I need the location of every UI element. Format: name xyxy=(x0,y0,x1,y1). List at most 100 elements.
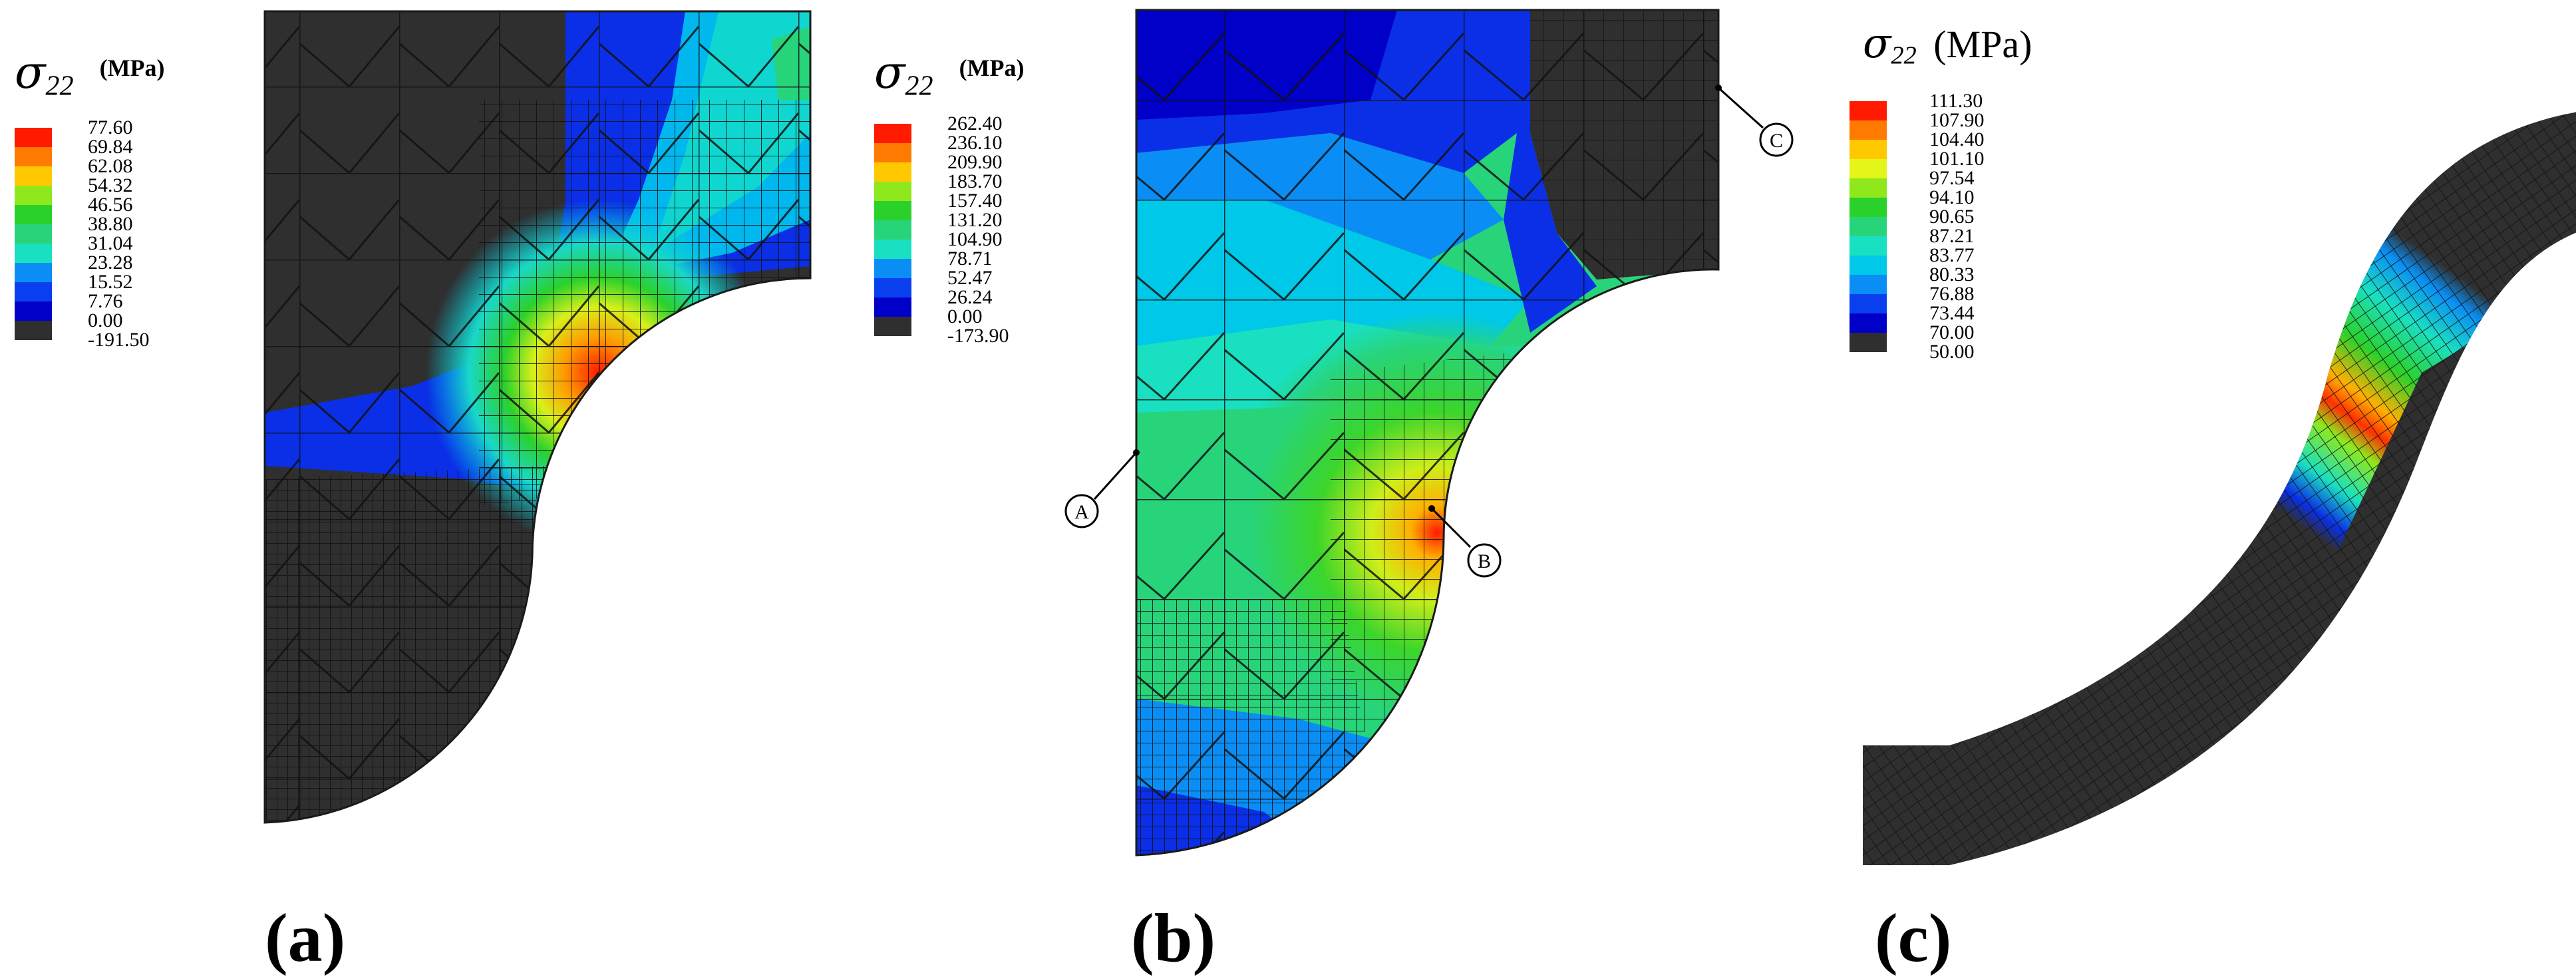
fe-contour-c xyxy=(1863,27,2576,865)
tick-label: 97.54 xyxy=(1929,167,1975,189)
tick-label: 262.40 xyxy=(947,112,1003,134)
colorbar-band xyxy=(1850,217,1887,236)
legend-c-symbol: σ xyxy=(1863,19,1891,67)
colorbar-band xyxy=(1850,256,1887,275)
tick-label: 90.65 xyxy=(1929,206,1975,228)
colorbar-band xyxy=(874,220,911,240)
colorbar-band xyxy=(874,182,911,201)
legend-a-title: σ22 (MPa) xyxy=(15,47,165,102)
colorbar-band xyxy=(1850,275,1887,294)
callout-c-label: C xyxy=(1770,130,1783,152)
tick-label: 80.33 xyxy=(1929,264,1975,286)
tick-label: 87.21 xyxy=(1929,225,1975,247)
tick-label: 23.28 xyxy=(88,252,133,274)
tick-label: 94.10 xyxy=(1929,186,1975,208)
tick-label: 111.30 xyxy=(1929,90,1983,112)
tick-label: 83.77 xyxy=(1929,244,1975,266)
colorbar-band xyxy=(1850,120,1887,140)
colorbar-band xyxy=(15,166,52,186)
legend-a: σ22 (MPa) 77.60 69.84 62.08 54.32 46.56 … xyxy=(0,0,266,466)
tick-label: 31.04 xyxy=(88,232,133,254)
legend-b: σ22 (MPa) 262.40 236.10 209.90 183.70 15… xyxy=(865,0,1131,466)
tick-label: -173.90 xyxy=(947,325,1009,347)
panel-a: σ22 (MPa) 77.60 69.84 62.08 54.32 46.56 … xyxy=(0,0,865,979)
tick-label: 0.00 xyxy=(947,305,983,327)
legend-a-ticks: 77.60 69.84 62.08 54.32 46.56 38.80 31.0… xyxy=(88,0,261,466)
legend-c: σ22 (MPa) 111.30 107.90 104.40 101.10 97… xyxy=(1810,0,2076,466)
legend-c-colorbar xyxy=(1850,101,1887,352)
colorbar-band xyxy=(874,317,911,336)
colorbar-band xyxy=(1850,140,1887,159)
tick-label: 73.44 xyxy=(1929,302,1975,324)
colorbar-band xyxy=(15,244,52,263)
tick-label: 26.24 xyxy=(947,286,993,308)
colorbar-band xyxy=(15,128,52,147)
colorbar-band xyxy=(874,162,911,182)
legend-c-ticks: 111.30 107.90 104.40 101.10 97.54 94.10 … xyxy=(1929,0,2076,466)
legend-c-title: σ22 (MPa) xyxy=(1863,19,2032,71)
colorbar-band xyxy=(15,301,52,321)
legend-a-unit: (MPa) xyxy=(99,55,165,81)
colorbar-band xyxy=(1850,236,1887,256)
colorbar-band xyxy=(874,259,911,278)
panel-b: σ22 (MPa) 262.40 236.10 209.90 183.70 15… xyxy=(865,0,1810,979)
tick-label: 70.00 xyxy=(1929,321,1975,343)
colorbar-band xyxy=(874,278,911,297)
tick-label: 15.52 xyxy=(88,271,133,293)
tick-label: 101.10 xyxy=(1929,148,1985,170)
caption-b: (b) xyxy=(1131,900,1216,976)
tick-label: 77.60 xyxy=(88,116,133,138)
tick-label: 76.88 xyxy=(1929,283,1975,305)
panel-c: σ22 (MPa) 111.30 107.90 104.40 101.10 97… xyxy=(1810,0,2576,979)
tick-label: 46.56 xyxy=(88,194,133,216)
tick-label: 62.08 xyxy=(88,155,133,177)
tick-label: 157.40 xyxy=(947,190,1003,212)
colorbar-band xyxy=(1850,333,1887,352)
tick-label: 104.40 xyxy=(1929,128,1985,150)
tick-label: 7.76 xyxy=(88,290,123,312)
colorbar-band xyxy=(1850,159,1887,178)
tick-label: 107.90 xyxy=(1929,109,1985,131)
tick-label: 209.90 xyxy=(947,151,1003,173)
colorbar-band xyxy=(874,143,911,162)
legend-a-subscript: 22 xyxy=(45,70,74,102)
legend-a-colorbar xyxy=(15,128,52,340)
colorbar-band xyxy=(15,147,52,166)
tick-label: 50.00 xyxy=(1929,341,1975,363)
colorbar-band xyxy=(15,224,52,244)
fe-contour-b: A B C xyxy=(1064,9,1794,857)
legend-a-symbol: σ xyxy=(15,47,46,99)
caption-a: (a) xyxy=(265,900,346,976)
colorbar-band xyxy=(874,201,911,220)
callout-b: B xyxy=(1428,505,1502,578)
colorbar-band xyxy=(15,205,52,224)
tick-label: 78.71 xyxy=(947,248,993,270)
colorbar-band xyxy=(874,240,911,259)
legend-b-colorbar xyxy=(874,124,911,336)
tick-label: 183.70 xyxy=(947,170,1003,192)
colorbar-band xyxy=(1850,101,1887,120)
colorbar-band xyxy=(15,186,52,205)
tick-label: 38.80 xyxy=(88,213,133,235)
legend-b-ticks: 262.40 236.10 209.90 183.70 157.40 131.2… xyxy=(947,0,1120,466)
tick-label: 236.10 xyxy=(947,132,1003,154)
colorbar-band xyxy=(874,124,911,143)
legend-b-subscript: 22 xyxy=(905,70,933,102)
colorbar-band xyxy=(1850,294,1887,313)
colorbar-band xyxy=(874,297,911,317)
tick-label: 131.20 xyxy=(947,209,1003,231)
tick-label: 52.47 xyxy=(947,267,993,289)
legend-b-symbol: σ xyxy=(874,47,905,99)
legend-c-unit: (MPa) xyxy=(1933,23,2032,66)
colorbar-band xyxy=(15,263,52,282)
tick-label: 104.90 xyxy=(947,228,1003,250)
tick-label: -191.50 xyxy=(88,329,150,351)
tick-label: 69.84 xyxy=(88,136,133,158)
caption-c: (c) xyxy=(1875,900,1952,976)
legend-c-subscript: 22 xyxy=(1891,41,1917,70)
colorbar-band xyxy=(15,321,52,340)
callout-a: A xyxy=(1064,449,1140,528)
fe-contour-a xyxy=(263,10,812,824)
legend-b-unit: (MPa) xyxy=(959,55,1025,81)
colorbar-band xyxy=(1850,198,1887,217)
